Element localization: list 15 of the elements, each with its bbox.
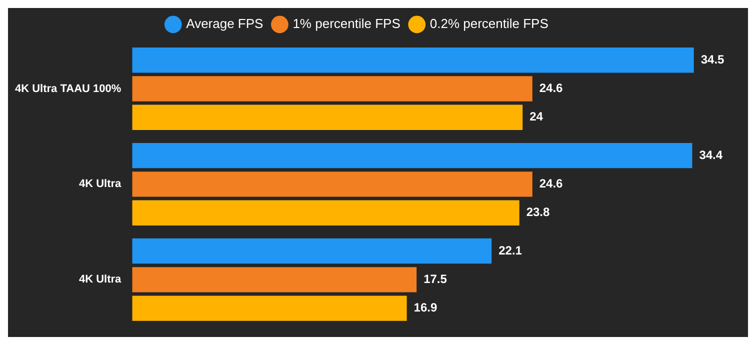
data-label: 23.8	[526, 205, 550, 220]
legend-label: 1% percentile FPS	[292, 16, 401, 32]
legend-label: Average FPS	[186, 16, 264, 32]
y-tick-label: 4K Ultra	[78, 274, 122, 286]
legend-label: 0.2% percentile FPS	[430, 16, 549, 32]
data-label: 16.9	[414, 300, 438, 315]
y-tick-label: 4K Ultra TAAU 100%	[14, 82, 122, 95]
data-label: 22.1	[498, 243, 522, 258]
data-label: 17.5	[424, 272, 448, 286]
y-tick-label: 4K Ultra	[78, 178, 122, 190]
data-label: 34.5	[700, 52, 725, 66]
data-label: 34.4	[699, 148, 723, 162]
data-label: 24.6	[539, 81, 564, 96]
data-label: 24.6	[539, 176, 564, 191]
data-label: 24	[530, 110, 544, 124]
